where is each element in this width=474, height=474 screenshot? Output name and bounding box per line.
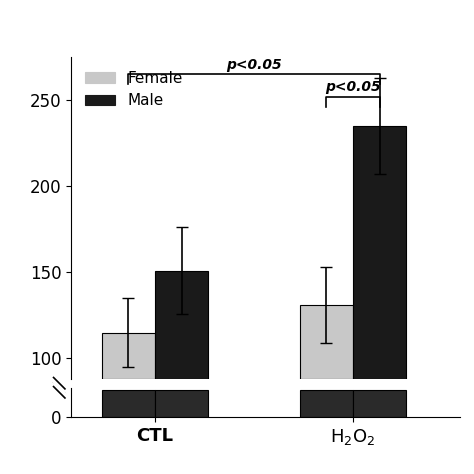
Bar <box>353 126 406 379</box>
Bar <box>155 271 208 379</box>
Bar <box>101 333 155 379</box>
Bar <box>300 391 353 417</box>
Bar <box>300 305 353 379</box>
Bar <box>155 391 208 417</box>
Bar <box>101 391 155 417</box>
Text: p<0.05: p<0.05 <box>226 57 282 72</box>
Legend: Female, Male: Female, Male <box>79 64 189 114</box>
Bar <box>353 391 406 417</box>
Text: p<0.05: p<0.05 <box>325 80 381 94</box>
